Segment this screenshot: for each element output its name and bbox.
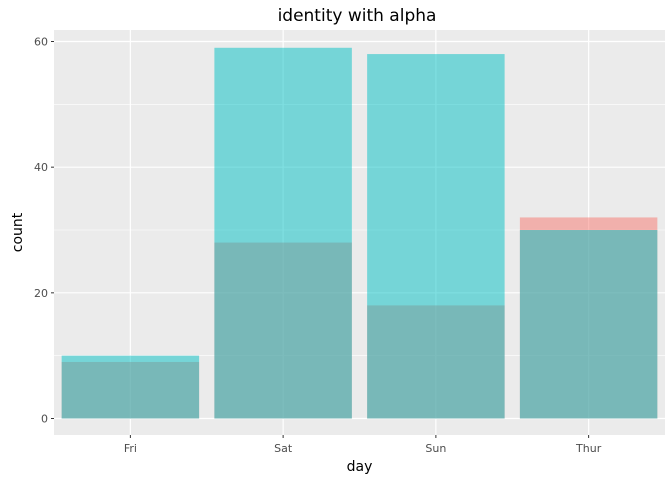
x-tick-label: Sat: [274, 442, 293, 455]
y-tick-label: 40: [34, 161, 48, 174]
bar-thur-series-2: [519, 230, 658, 419]
x-tick-label: Fri: [124, 442, 137, 455]
bar-sat-series-2: [214, 47, 352, 419]
bar-fri-series-2: [61, 355, 200, 419]
x-tick-label: Sun: [425, 442, 446, 455]
axes: 0 20 40 60 Fri Sat Sun Thur: [34, 36, 602, 456]
y-tick-label: 60: [34, 36, 48, 49]
bar-sun-series-2: [367, 54, 505, 419]
y-axis-title: count: [10, 212, 26, 252]
bars: [61, 47, 658, 419]
x-axis-title: day: [347, 459, 373, 475]
x-tick-label: Thur: [575, 442, 602, 455]
chart-title: identity with alpha: [278, 6, 437, 26]
y-tick-label: 20: [34, 287, 48, 300]
y-tick-label: 0: [41, 413, 48, 426]
